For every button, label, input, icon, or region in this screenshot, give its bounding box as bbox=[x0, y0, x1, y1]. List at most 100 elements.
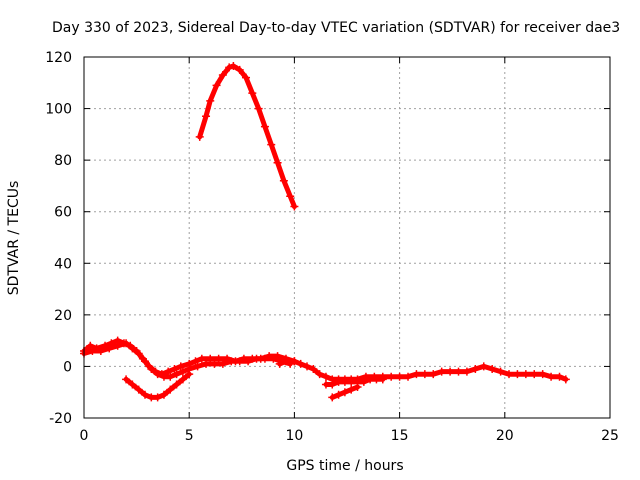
data-point bbox=[86, 341, 95, 350]
y-tick-label: 20 bbox=[54, 308, 72, 324]
data-point bbox=[429, 370, 438, 379]
data-point bbox=[296, 359, 305, 368]
data-point bbox=[244, 357, 253, 366]
data-point bbox=[242, 73, 251, 82]
data-point bbox=[404, 372, 413, 381]
data-point bbox=[309, 365, 318, 374]
data-point bbox=[159, 390, 168, 399]
data-point bbox=[141, 390, 150, 399]
series-band-right-lower bbox=[321, 375, 387, 389]
grid bbox=[84, 57, 610, 418]
x-tick-label: 20 bbox=[496, 428, 514, 444]
data-point bbox=[538, 370, 547, 379]
data-point bbox=[420, 370, 429, 379]
series-arc-high bbox=[195, 62, 299, 211]
data-point bbox=[437, 367, 446, 376]
y-tick-label: -20 bbox=[49, 411, 72, 427]
data-point bbox=[113, 341, 122, 350]
data-point bbox=[412, 370, 421, 379]
data-point bbox=[210, 359, 219, 368]
data-point bbox=[122, 375, 131, 384]
y-tick-label: 80 bbox=[54, 153, 72, 169]
data-point bbox=[260, 354, 269, 363]
x-tick-label: 25 bbox=[601, 428, 619, 444]
y-tick-label: 100 bbox=[45, 102, 72, 118]
x-tick-label: 15 bbox=[391, 428, 409, 444]
data-point bbox=[488, 365, 497, 374]
data-point bbox=[178, 367, 187, 376]
data-point bbox=[206, 354, 215, 363]
data-point bbox=[353, 383, 362, 392]
data-point bbox=[446, 367, 455, 376]
data-point bbox=[496, 367, 505, 376]
data-point bbox=[134, 385, 143, 394]
data-point bbox=[235, 65, 244, 74]
x-tick-label: 10 bbox=[285, 428, 303, 444]
data-point bbox=[170, 365, 179, 374]
data-point bbox=[88, 346, 97, 355]
data-point bbox=[178, 375, 187, 384]
data-point bbox=[248, 89, 257, 98]
series-band-right bbox=[275, 357, 570, 384]
data-point bbox=[212, 81, 221, 90]
data-point bbox=[462, 367, 471, 376]
data-point bbox=[315, 370, 324, 379]
data-point bbox=[105, 344, 114, 353]
data-point bbox=[134, 349, 143, 358]
data-point bbox=[471, 365, 480, 374]
data-point bbox=[530, 370, 539, 379]
data-point bbox=[252, 354, 261, 363]
data-point bbox=[235, 357, 244, 366]
data-point bbox=[202, 112, 211, 121]
data-point bbox=[96, 346, 105, 355]
y-tick-label: 60 bbox=[54, 205, 72, 221]
data-point bbox=[334, 390, 343, 399]
data-point bbox=[269, 354, 278, 363]
data-point bbox=[218, 359, 227, 368]
data-point bbox=[185, 370, 194, 379]
data-point bbox=[195, 132, 204, 141]
x-tick-label: 5 bbox=[185, 428, 194, 444]
data-point bbox=[479, 362, 488, 371]
series-band bbox=[197, 63, 297, 210]
data-point bbox=[561, 375, 570, 384]
data-point bbox=[505, 370, 514, 379]
data-point bbox=[166, 385, 175, 394]
data-point bbox=[206, 96, 215, 105]
data-point bbox=[328, 393, 337, 402]
data-point bbox=[202, 359, 211, 368]
data-point bbox=[321, 372, 330, 381]
data-point bbox=[218, 71, 227, 80]
data-point bbox=[279, 176, 288, 185]
x-axis-title: GPS time / hours bbox=[286, 458, 403, 474]
chart-title: Day 330 of 2023, Sidereal Day-to-day VTE… bbox=[52, 20, 620, 36]
data-point bbox=[254, 104, 263, 113]
data-point bbox=[281, 357, 290, 366]
data-point bbox=[454, 367, 463, 376]
data-point bbox=[547, 372, 556, 381]
data-point bbox=[328, 380, 337, 389]
data-point bbox=[521, 370, 530, 379]
data-point bbox=[191, 357, 200, 366]
series-band bbox=[81, 340, 293, 380]
data-point bbox=[513, 370, 522, 379]
data-point bbox=[267, 140, 276, 149]
data-point bbox=[290, 202, 299, 211]
x-tick-label: 0 bbox=[80, 428, 89, 444]
data-point bbox=[128, 380, 137, 389]
data-point bbox=[193, 362, 202, 371]
data-point bbox=[359, 377, 368, 386]
plot-border bbox=[83, 56, 611, 419]
data-point bbox=[153, 370, 162, 379]
series-band-lower bbox=[80, 339, 295, 381]
data-point bbox=[340, 388, 349, 397]
data-point bbox=[303, 362, 312, 371]
data-point bbox=[347, 385, 356, 394]
data-point bbox=[128, 344, 137, 353]
data-point bbox=[387, 372, 396, 381]
data-point bbox=[555, 372, 564, 381]
data-point bbox=[395, 372, 404, 381]
data-point bbox=[166, 372, 175, 381]
data-point bbox=[290, 357, 299, 366]
